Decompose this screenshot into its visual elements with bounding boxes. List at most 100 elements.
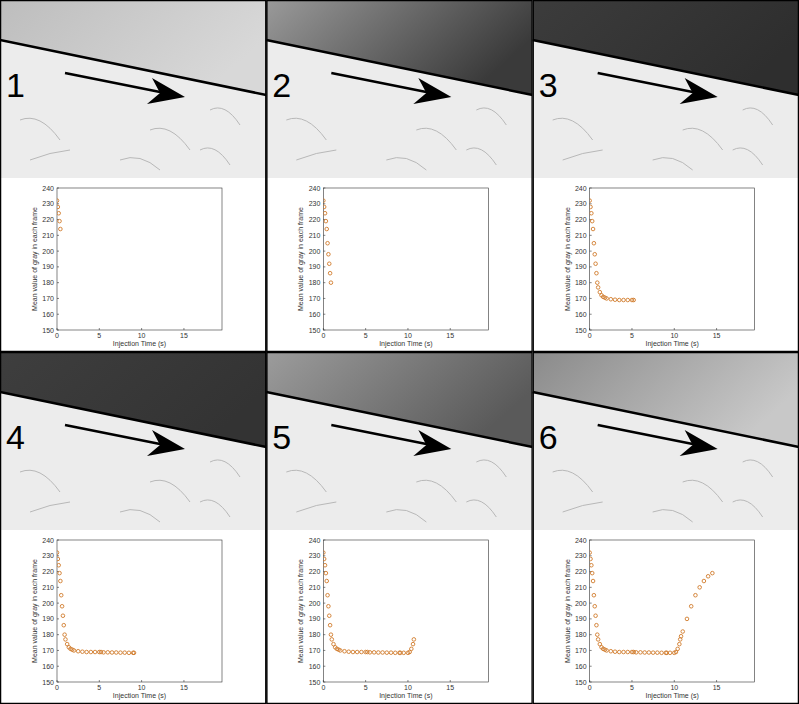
boundary-line xyxy=(0,392,266,447)
tick-label: 190 xyxy=(309,615,321,622)
tick xyxy=(323,634,325,635)
tick xyxy=(183,328,184,330)
axis-title: Injection Time (s) xyxy=(379,692,432,700)
injected-region xyxy=(533,0,799,95)
tick-label: 150 xyxy=(309,679,321,686)
tick xyxy=(323,555,325,556)
chart-background xyxy=(533,530,799,704)
point xyxy=(59,593,63,597)
tick xyxy=(323,603,325,604)
point xyxy=(89,650,93,654)
panel-border xyxy=(533,353,798,704)
point xyxy=(590,211,593,215)
tick-label: 190 xyxy=(575,615,587,622)
texture xyxy=(743,460,773,477)
texture xyxy=(286,118,326,140)
tick xyxy=(590,203,592,204)
point xyxy=(347,650,351,654)
texture xyxy=(733,500,763,517)
point xyxy=(410,647,414,651)
texture xyxy=(683,128,723,150)
point xyxy=(324,219,328,223)
point xyxy=(590,563,593,567)
tick xyxy=(323,203,325,204)
tick xyxy=(99,328,100,330)
texture xyxy=(20,118,60,140)
panel: 6150160170180190200210220230240051015Inj… xyxy=(533,352,799,704)
tick xyxy=(57,203,59,204)
point xyxy=(698,586,702,590)
point xyxy=(613,650,617,654)
point xyxy=(609,649,613,653)
point xyxy=(72,649,76,653)
point xyxy=(385,651,389,655)
texture xyxy=(200,148,230,165)
point xyxy=(689,604,693,608)
tick xyxy=(323,587,325,588)
tick-label: 0 xyxy=(55,684,59,691)
tick-label: 240 xyxy=(575,185,587,192)
arrow xyxy=(331,73,431,93)
tick-label: 5 xyxy=(97,684,101,691)
texture xyxy=(150,128,190,150)
arrow xyxy=(598,425,698,445)
point xyxy=(596,638,600,642)
point xyxy=(595,623,599,627)
point xyxy=(694,593,698,597)
point xyxy=(60,604,64,608)
point xyxy=(711,571,715,575)
tick-label: 190 xyxy=(575,263,587,270)
tick-label: 220 xyxy=(309,216,321,223)
texture xyxy=(286,470,326,492)
point xyxy=(398,651,402,655)
tick-label: 230 xyxy=(575,200,587,207)
tick-label: 210 xyxy=(575,232,587,239)
image-background xyxy=(0,352,266,530)
point xyxy=(591,579,595,583)
point xyxy=(325,579,329,583)
tick xyxy=(631,680,632,682)
image-background xyxy=(533,352,799,530)
texture xyxy=(653,510,693,522)
tick xyxy=(590,298,592,299)
tick-label: 190 xyxy=(309,263,321,270)
point xyxy=(57,211,60,215)
tick xyxy=(57,251,59,252)
texture xyxy=(210,108,240,125)
point xyxy=(372,651,376,655)
panel-border xyxy=(267,353,532,704)
injected-region xyxy=(266,352,532,447)
texture xyxy=(30,150,70,160)
tick xyxy=(323,188,325,189)
tick-label: 15 xyxy=(713,332,721,339)
point xyxy=(329,633,333,637)
axis-title: Mean value of gray in each frame xyxy=(564,559,572,663)
tick xyxy=(57,188,59,189)
point xyxy=(59,579,63,583)
tick-label: 170 xyxy=(309,295,321,302)
tick xyxy=(590,282,592,283)
tick-label: 170 xyxy=(575,295,587,302)
boundary-line xyxy=(533,392,799,447)
point xyxy=(323,211,326,215)
tick-label: 170 xyxy=(575,647,587,654)
tick-label: 5 xyxy=(364,684,368,691)
point xyxy=(132,651,136,655)
tick-label: 200 xyxy=(309,248,321,255)
marks xyxy=(57,199,62,231)
point xyxy=(596,286,600,290)
figure: 1150160170180190200210220230240051015Inj… xyxy=(0,0,799,704)
tick-label: 0 xyxy=(55,332,59,339)
point xyxy=(609,297,613,301)
point xyxy=(76,649,80,653)
point xyxy=(676,647,680,651)
tick-label: 5 xyxy=(630,332,634,339)
point xyxy=(326,241,330,245)
point xyxy=(651,651,655,655)
point xyxy=(632,298,636,302)
point xyxy=(590,219,594,223)
point xyxy=(593,252,597,256)
tick-label: 240 xyxy=(309,537,321,544)
point xyxy=(131,651,135,655)
tick-label: 15 xyxy=(446,332,454,339)
